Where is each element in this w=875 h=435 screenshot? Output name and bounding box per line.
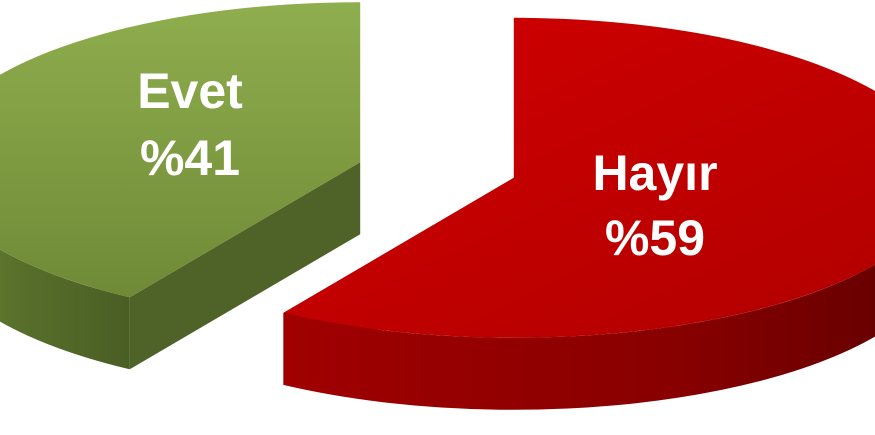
- slice-label-hayir: Hayır: [592, 145, 717, 201]
- slice-top-face: [0, 2, 361, 298]
- slice-side-wall: [283, 264, 875, 410]
- slice-value-evet: %41: [140, 130, 240, 186]
- slice-top-face: [283, 17, 875, 338]
- slice-cut-face: [129, 162, 361, 370]
- pie-slice-evet: [0, 2, 361, 370]
- slice-label-evet: Evet: [137, 63, 243, 119]
- slice-side-wall: [0, 249, 130, 370]
- slice-value-hayir: %59: [605, 210, 705, 266]
- pie-slice-hayr: [283, 17, 875, 410]
